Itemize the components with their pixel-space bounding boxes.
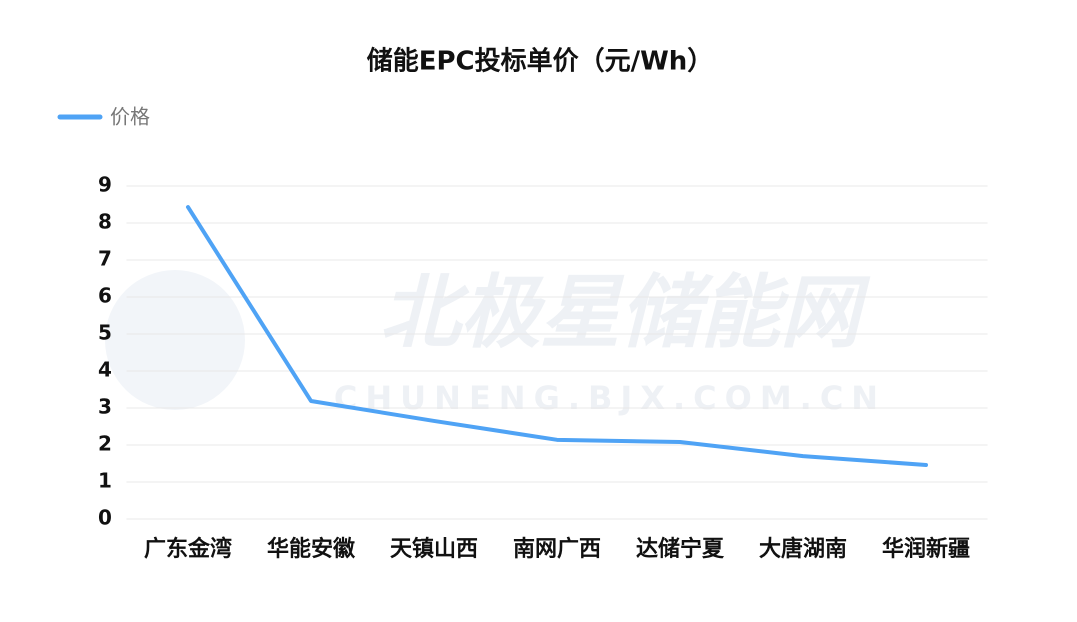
x-tick-label: 华能安徽	[267, 536, 356, 562]
x-tick-label: 天镇山西	[390, 537, 478, 562]
data-line	[186, 205, 928, 467]
y-tick-label: 9	[98, 173, 112, 197]
watermark-url: CHUNENG.BJX.COM.CN	[334, 379, 886, 417]
legend-label: 价格	[110, 105, 150, 129]
x-tick-label: 广东金湾	[144, 536, 232, 562]
y-tick-label: 7	[98, 247, 112, 271]
y-tick-label: 6	[98, 284, 112, 308]
watermark-logo	[105, 270, 245, 410]
y-tick-label: 0	[98, 506, 112, 530]
y-tick-label: 5	[98, 321, 112, 345]
y-tick-label: 2	[98, 432, 112, 456]
x-tick-label: 达储宁夏	[636, 536, 725, 562]
x-tick-label: 华润新疆	[882, 536, 970, 562]
y-tick-label: 3	[98, 395, 112, 419]
watermark: 北极星储能网	[380, 266, 871, 359]
y-tick-label: 1	[98, 469, 112, 493]
y-tick-label: 8	[98, 210, 112, 234]
x-tick-label: 大唐湖南	[759, 536, 847, 562]
x-tick-label: 南网广西	[513, 536, 601, 562]
chart-title: 储能EPC投标单价（元/Wh）	[367, 46, 714, 77]
y-tick-label: 4	[98, 358, 112, 382]
